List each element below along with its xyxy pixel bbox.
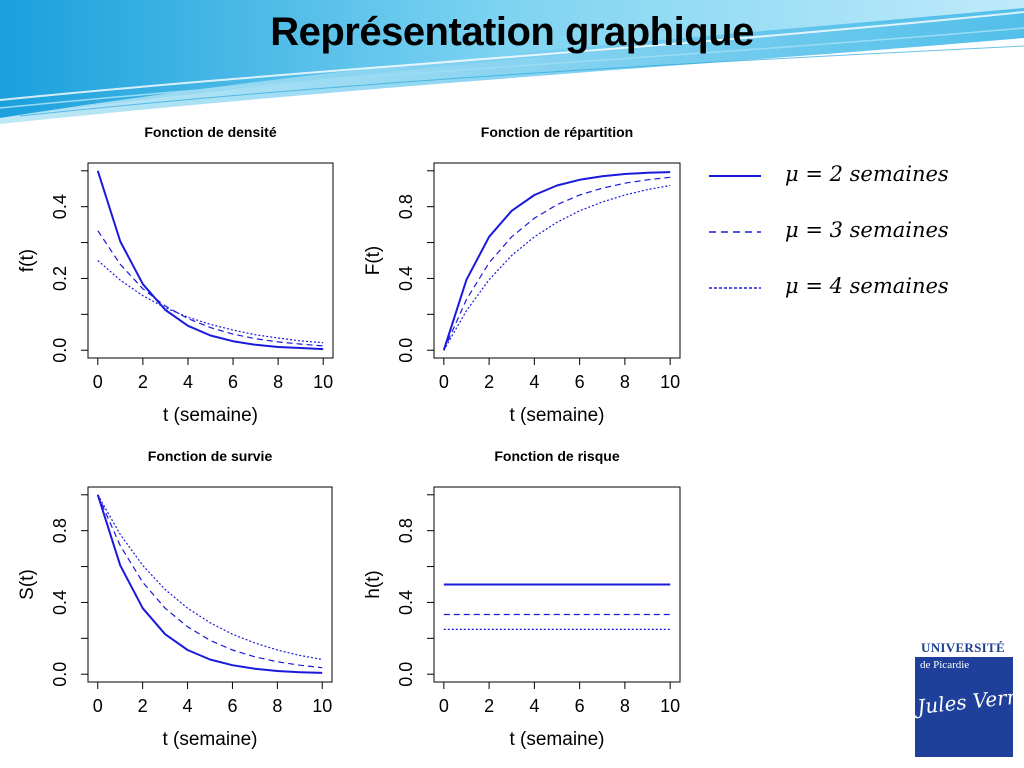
x-tick-label: 2 <box>138 696 148 716</box>
series-line-dashed <box>97 494 323 669</box>
plot-frame <box>433 162 681 359</box>
legend: μ = 2 semaines μ = 3 semaines μ = 4 sema… <box>705 160 1005 328</box>
legend-label: μ = 3 semaines <box>785 218 949 242</box>
y-axis-label: h(t) <box>363 570 384 599</box>
x-tick-label: 6 <box>575 372 585 392</box>
series-line-dotted <box>443 184 671 351</box>
y-axis-label: S(t) <box>17 569 38 600</box>
plot-frame <box>87 486 333 683</box>
y-tick-label: 0.0 <box>396 662 416 687</box>
chart-title: Fonction de risque <box>494 448 619 464</box>
series-line-dashed <box>97 230 324 347</box>
plot-frame <box>433 486 681 683</box>
x-axis-label: t (semaine) <box>162 729 257 750</box>
legend-item-mu-4: μ = 4 semaines <box>705 272 1005 328</box>
legend-swatch-dotted <box>709 287 761 289</box>
x-axis-label: t (semaine) <box>163 405 258 426</box>
x-tick-label: 10 <box>660 696 680 716</box>
header-swoosh-decoration <box>0 0 1024 124</box>
x-axis-label: t (semaine) <box>509 405 604 426</box>
slide-title: Représentation graphique <box>270 10 754 54</box>
x-tick-label: 10 <box>313 372 333 392</box>
series-line-solid <box>442 171 671 351</box>
logo-box: de Picardie Jules Verne <box>915 657 1024 757</box>
series-line-solid <box>96 494 323 674</box>
y-tick-label: 0.0 <box>50 338 70 363</box>
y-tick-label: 0.2 <box>50 266 70 291</box>
x-axis-label: t (semaine) <box>509 729 604 750</box>
y-tick-label: 0.8 <box>396 194 416 219</box>
plot-frame <box>87 162 334 359</box>
x-tick-label: 0 <box>93 696 103 716</box>
x-tick-label: 2 <box>484 372 494 392</box>
legend-swatch-solid <box>709 175 761 177</box>
x-tick-label: 10 <box>660 372 680 392</box>
y-axis-label: F(t) <box>363 246 384 276</box>
x-tick-label: 4 <box>529 372 539 392</box>
x-tick-label: 0 <box>439 696 449 716</box>
logo-university-text: UNIVERSITÉ <box>921 640 1005 655</box>
x-tick-label: 0 <box>439 372 449 392</box>
university-logo: UNIVERSITÉ de Picardie Jules Verne <box>912 640 1024 760</box>
series-line-solid <box>96 170 324 351</box>
x-tick-label: 2 <box>138 372 148 392</box>
x-tick-label: 4 <box>529 696 539 716</box>
x-tick-label: 10 <box>312 696 332 716</box>
y-tick-label: 0.0 <box>50 662 70 687</box>
legend-swatch-dashed <box>709 231 761 233</box>
x-tick-label: 0 <box>93 372 103 392</box>
x-tick-label: 2 <box>484 696 494 716</box>
x-tick-label: 4 <box>183 696 193 716</box>
y-tick-label: 0.4 <box>396 590 416 615</box>
y-tick-label: 0.4 <box>396 266 416 291</box>
x-tick-label: 8 <box>273 372 283 392</box>
x-tick-label: 8 <box>620 696 630 716</box>
legend-item-mu-3: μ = 3 semaines <box>705 216 1005 272</box>
y-tick-label: 0.8 <box>50 518 70 543</box>
chart-title: Fonction de densité <box>144 124 276 140</box>
x-tick-label: 6 <box>228 372 238 392</box>
legend-label: μ = 4 semaines <box>785 274 949 298</box>
x-tick-label: 8 <box>620 372 630 392</box>
series-line-dashed <box>443 176 671 351</box>
y-tick-label: 0.0 <box>396 338 416 363</box>
y-axis-label: f(t) <box>17 249 38 272</box>
legend-item-mu-2: μ = 2 semaines <box>705 160 1005 216</box>
y-tick-label: 0.4 <box>50 194 70 219</box>
legend-label: μ = 2 semaines <box>785 162 949 186</box>
logo-signature: Jules Verne <box>916 683 1024 719</box>
y-tick-label: 0.8 <box>396 518 416 543</box>
x-tick-label: 6 <box>575 696 585 716</box>
chart-title: Fonction de survie <box>148 448 273 464</box>
chart-title: Fonction de répartition <box>481 124 633 140</box>
x-tick-label: 8 <box>272 696 282 716</box>
logo-subtitle: de Picardie <box>920 659 970 671</box>
x-tick-label: 4 <box>183 372 193 392</box>
series-line-dotted <box>97 260 324 344</box>
y-tick-label: 0.4 <box>50 590 70 615</box>
x-tick-label: 6 <box>227 696 237 716</box>
series-line-dotted <box>97 494 323 661</box>
